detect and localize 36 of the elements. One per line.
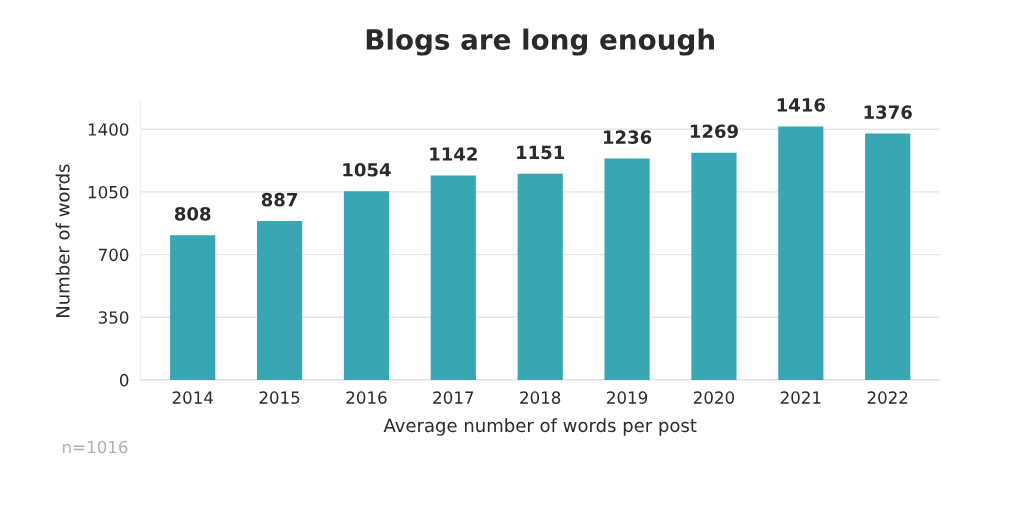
data-label: 1142 — [430, 147, 477, 161]
y-tick-label: 700 — [99, 248, 129, 262]
text: n=1016 — [63, 440, 128, 454]
data-label: 887 — [261, 192, 297, 207]
bar — [343, 191, 390, 380]
x-tick-label: 2021 — [780, 391, 821, 404]
x-tick-label: 2019 — [607, 391, 648, 404]
bar — [604, 158, 650, 380]
bar — [256, 221, 303, 380]
data-label: 1416 — [777, 98, 825, 112]
data-label: 1236 — [603, 130, 652, 145]
data-label: 1054 — [343, 162, 391, 177]
y-tick-label: 350 — [98, 311, 129, 324]
chart-title: Blogs are long enough — [366, 28, 714, 56]
data-label: 808 — [174, 206, 211, 221]
x-tick-label: 2020 — [693, 391, 735, 404]
bar — [517, 173, 563, 380]
bar — [778, 126, 824, 380]
x-tick-label: 2022 — [867, 391, 908, 404]
bar — [865, 133, 911, 380]
bar — [430, 175, 476, 380]
y-tick-label: 0 — [119, 373, 129, 387]
x-axis-title: Average number of words per post — [383, 418, 697, 436]
x-tick-label: 2014 — [172, 391, 213, 404]
bar — [691, 152, 737, 380]
x-tick-label: 2016 — [346, 391, 387, 404]
x-tick-label: 2017 — [433, 391, 474, 404]
x-tick-label: 2018 — [520, 391, 561, 404]
y-tick-label: 1400 — [88, 123, 129, 136]
x-tick-label: 2015 — [259, 391, 300, 404]
y-tick-label: 1050 — [88, 185, 129, 199]
bar — [170, 235, 216, 380]
y-axis-title: Number of words — [55, 164, 70, 317]
data-label: 1151 — [517, 145, 565, 160]
data-label: 1269 — [690, 124, 738, 139]
data-label: 1376 — [864, 105, 912, 119]
